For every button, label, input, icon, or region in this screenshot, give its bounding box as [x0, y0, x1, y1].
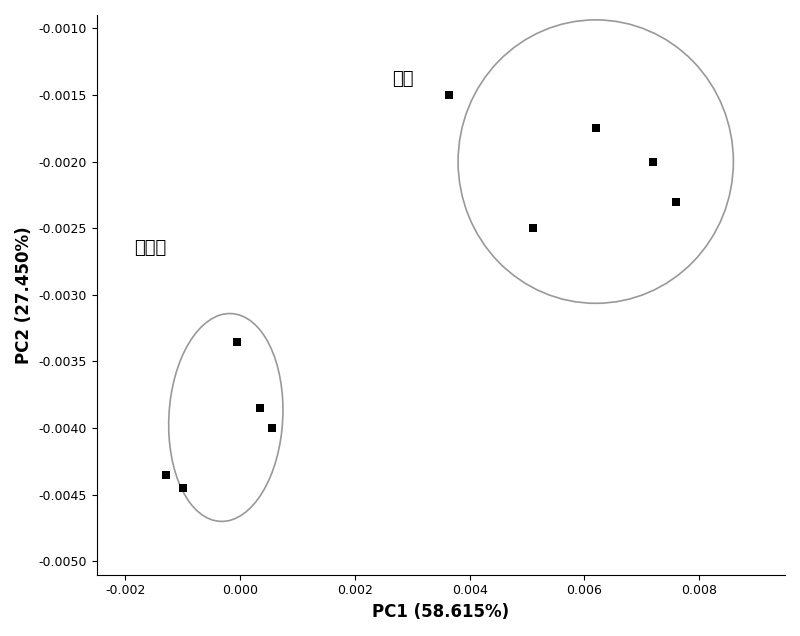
Y-axis label: PC2 (27.450%): PC2 (27.450%) [15, 226, 33, 364]
X-axis label: PC1 (58.615%): PC1 (58.615%) [372, 603, 510, 621]
Text: 无烟燤: 无烟燤 [134, 239, 166, 257]
Text: 烟燤: 烟燤 [392, 70, 414, 88]
